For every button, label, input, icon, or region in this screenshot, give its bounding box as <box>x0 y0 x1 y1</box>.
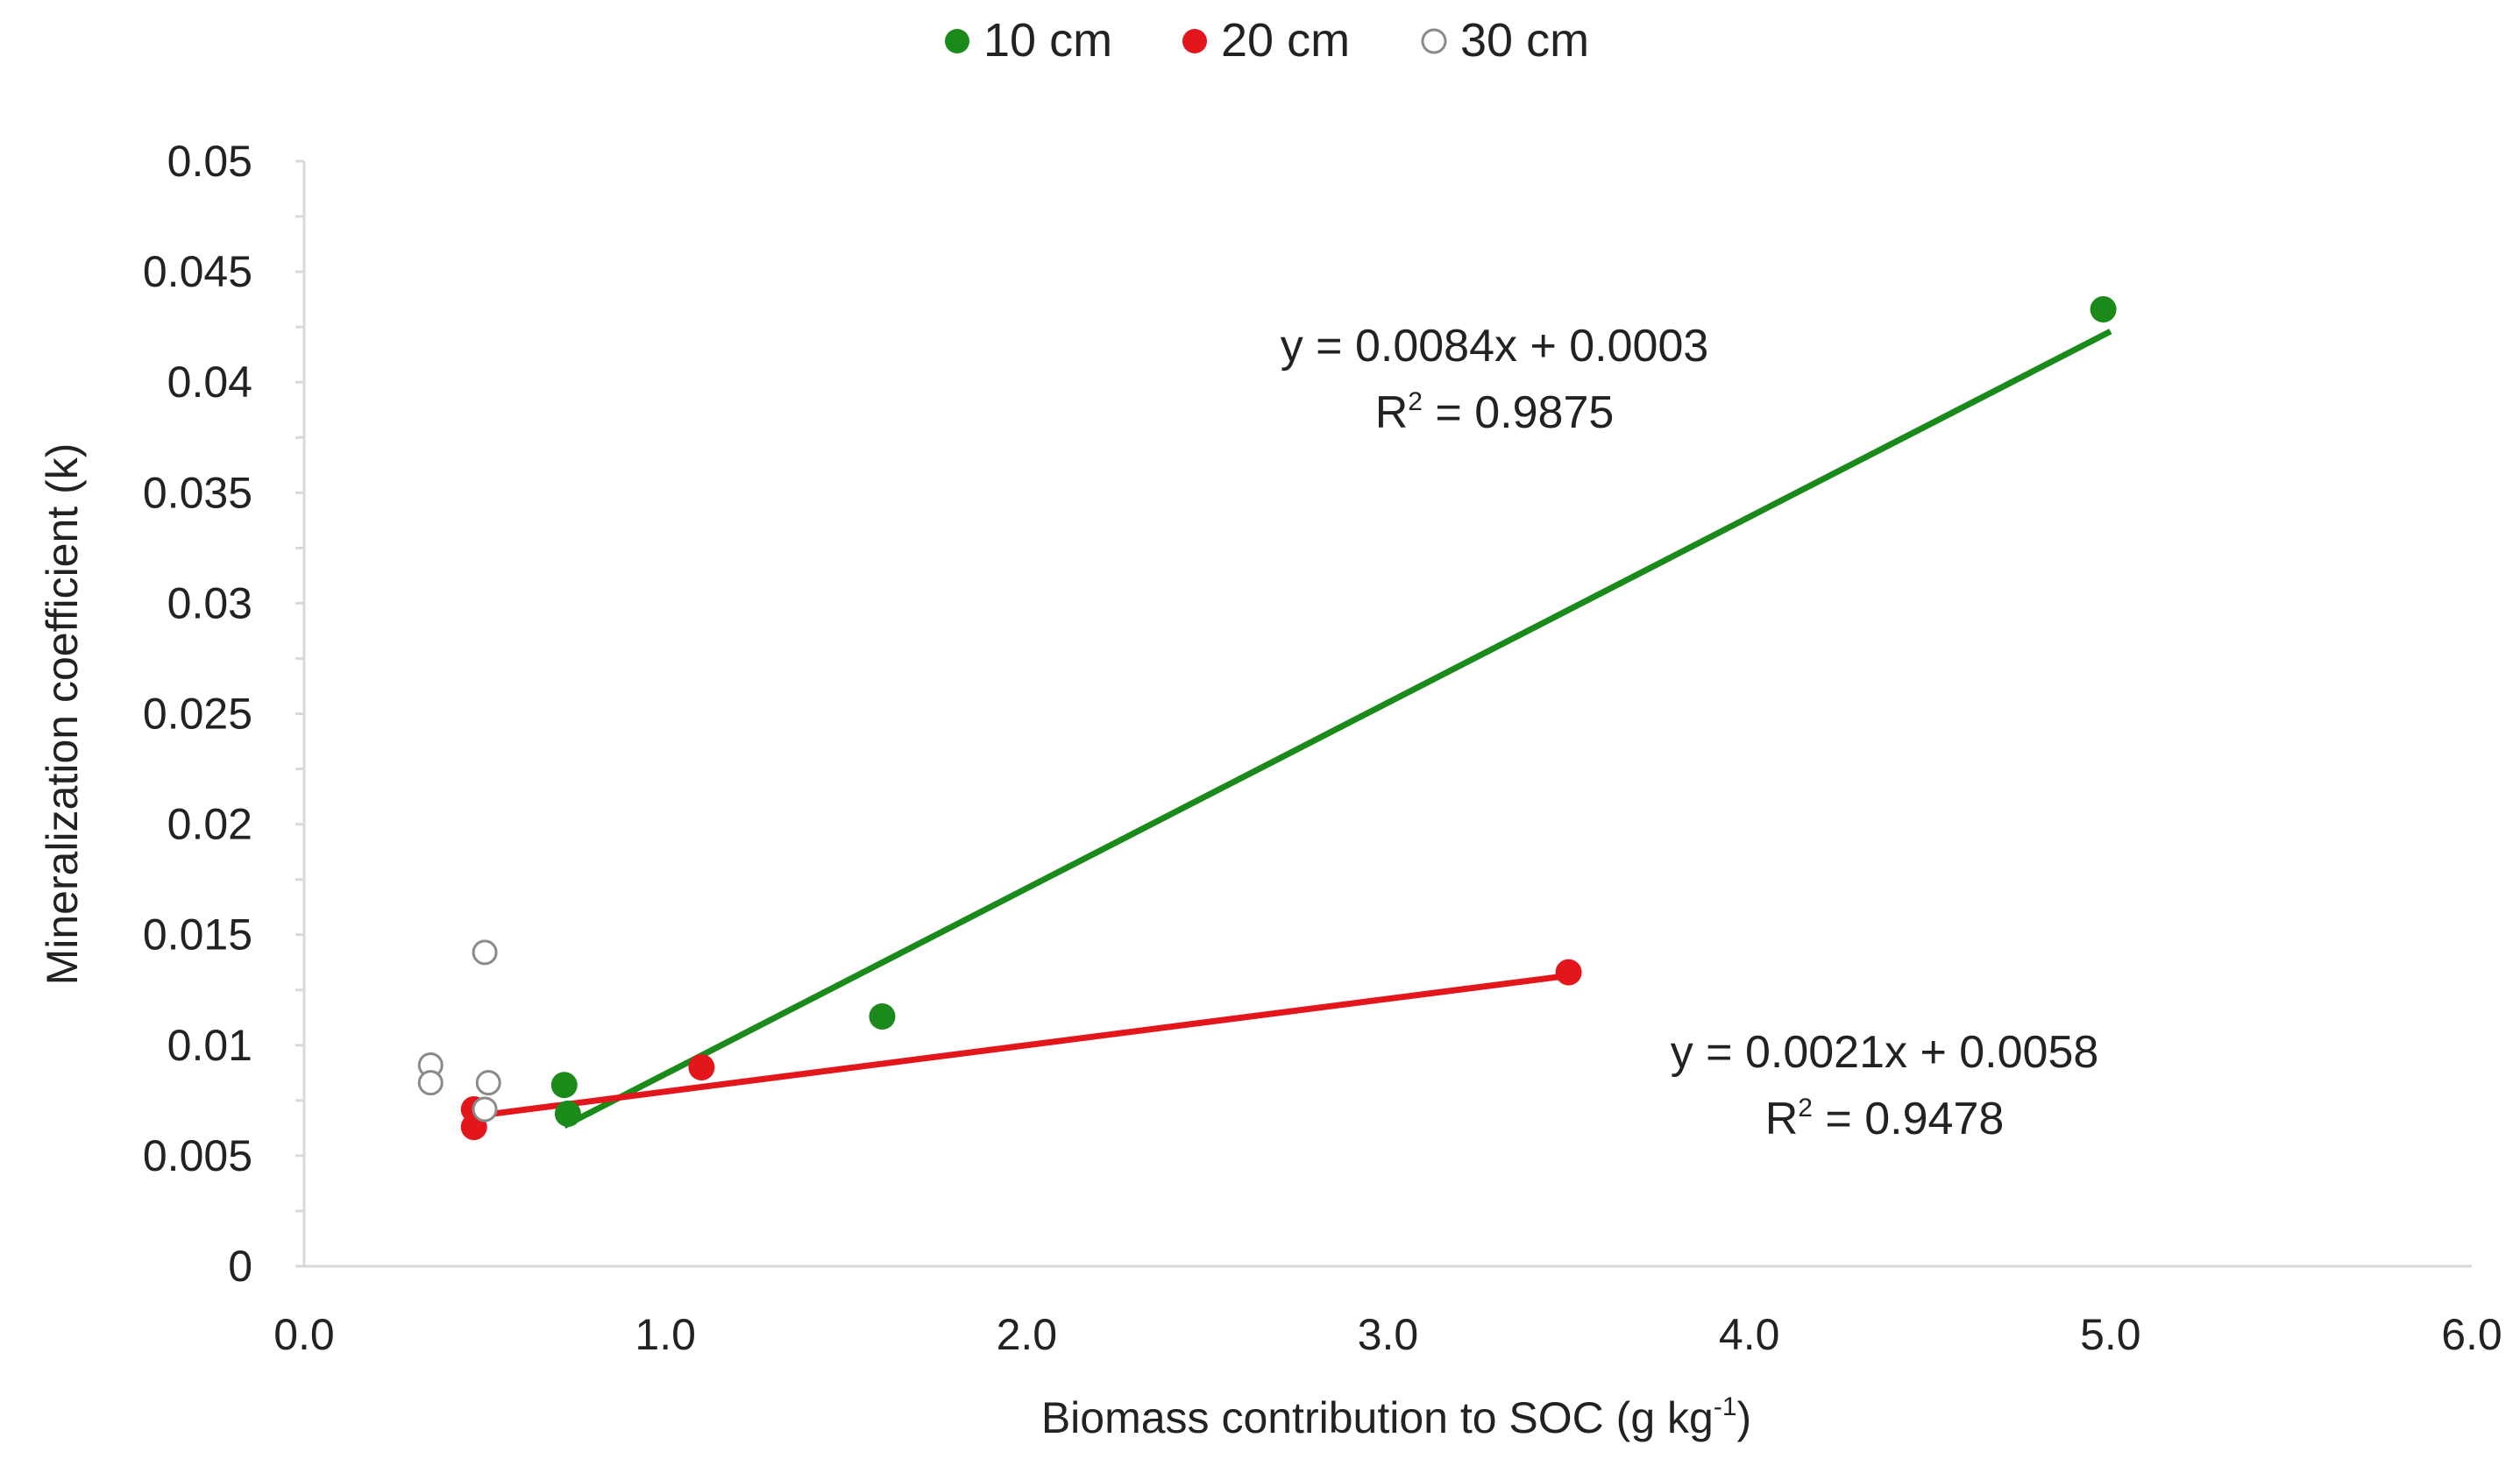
x-tick-label: 1.0 <box>635 1310 696 1359</box>
equation-10cm: y = 0.0084x + 0.0003 <box>1281 321 1709 372</box>
equation-annotation-20cm: y = 0.0021x + 0.0058 R2 = 0.9478 <box>1671 1027 2099 1144</box>
r-squared-10cm-value: = 0.9875 <box>1423 387 1614 438</box>
legend-marker-10cm <box>945 29 969 53</box>
data-point-series-2 <box>472 1096 498 1123</box>
x-tick-label: 4.0 <box>1719 1310 1780 1359</box>
x-tick-label: 3.0 <box>1358 1310 1419 1359</box>
y-tick-label: 0.005 <box>143 1131 252 1180</box>
y-tick-label: 0.03 <box>167 578 252 627</box>
data-point-series-1 <box>1555 959 1582 986</box>
data-points <box>417 295 2117 1141</box>
x-tick-label: 2.0 <box>997 1310 1058 1359</box>
data-point-series-0 <box>869 1003 896 1030</box>
x-tick-label: 0.0 <box>273 1310 335 1359</box>
y-tick-label: 0.045 <box>143 247 252 296</box>
legend-marker-20cm <box>1182 29 1207 53</box>
y-tick-label: 0.05 <box>167 137 252 186</box>
legend-label-10cm: 10 cm <box>983 14 1112 67</box>
y-tick-label: 0.025 <box>143 690 252 739</box>
y-tick-label: 0.035 <box>143 468 252 517</box>
r-squared-20cm-superscript: 2 <box>1798 1094 1813 1123</box>
x-tick-label: 6.0 <box>2441 1310 2502 1359</box>
equation-20cm: y = 0.0021x + 0.0058 <box>1671 1027 2099 1078</box>
data-point-series-0 <box>550 1072 578 1099</box>
x-tick-labels: 0.0 1.0 2.0 3.0 4.0 5.0 6.0 <box>273 1310 2502 1359</box>
trendline-series-0 <box>563 329 2112 1130</box>
data-point-series-0 <box>2090 295 2117 322</box>
legend-label-30cm: 30 cm <box>1460 14 1589 67</box>
legend: 10 cm 20 cm 30 cm <box>945 14 1589 67</box>
trendlines <box>473 329 2112 1130</box>
r-squared-10cm: R2 = 0.9875 <box>1375 387 1615 438</box>
data-point-series-1 <box>688 1054 715 1081</box>
x-axis-title-main: Biomass contribution to SOC (g kg <box>1041 1393 1714 1442</box>
y-tick-label: 0 <box>228 1242 252 1291</box>
y-tick-label: 0.04 <box>167 358 252 407</box>
r-squared-20cm-prefix: R <box>1765 1094 1799 1144</box>
y-tick-label: 0.01 <box>167 1021 252 1070</box>
axes: 00.0050.010.0150.020.0250.030.0350.040.0… <box>143 137 2502 1359</box>
data-point-series-0 <box>554 1100 581 1127</box>
data-point-series-2 <box>475 1070 501 1096</box>
legend-item-10cm: 10 cm <box>945 14 1112 67</box>
x-axis-title: Biomass contribution to SOC (g kg-1) <box>1041 1392 1751 1442</box>
legend-item-30cm: 30 cm <box>1421 14 1589 67</box>
y-axis-title: Mineralization coefficient (k) <box>38 443 87 986</box>
r-squared-20cm-value: = 0.9478 <box>1813 1094 2004 1144</box>
r-squared-10cm-prefix: R <box>1375 387 1409 438</box>
y-tick-labels: 0 0.005 0.01 0.015 0.02 0.025 0.03 0.035 0.04 0.0… <box>143 137 252 1291</box>
legend-item-20cm: 20 cm <box>1182 14 1350 67</box>
x-axis-title-end: ) <box>1737 1393 1752 1442</box>
y-tick-label: 0.015 <box>143 910 252 960</box>
y-tick-label: 0.02 <box>167 800 252 849</box>
y-minor-ticks <box>295 159 304 1268</box>
data-point-series-2 <box>417 1070 444 1096</box>
x-axis-title-superscript: -1 <box>1714 1392 1737 1421</box>
legend-label-20cm: 20 cm <box>1221 14 1350 67</box>
x-tick-label: 5.0 <box>2080 1310 2141 1359</box>
equation-annotation-10cm: y = 0.0084x + 0.0003 R2 = 0.9875 <box>1281 321 1709 438</box>
data-point-series-2 <box>472 939 498 966</box>
r-squared-20cm: R2 = 0.9478 <box>1765 1094 2005 1144</box>
legend-marker-30cm <box>1421 28 1447 54</box>
trendline-series-1 <box>473 972 1570 1120</box>
r-squared-10cm-superscript: 2 <box>1408 387 1423 416</box>
